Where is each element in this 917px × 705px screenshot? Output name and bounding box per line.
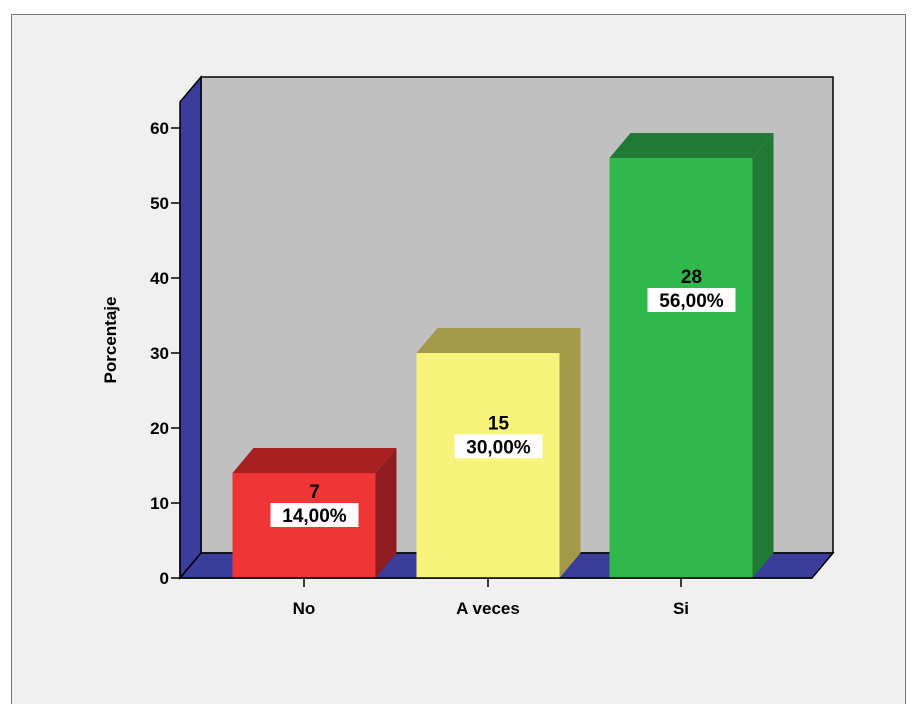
bar-side xyxy=(752,133,774,578)
bars: 7 14,00% 15 30,00% 28 56,00% xyxy=(232,133,774,578)
bar-side xyxy=(375,448,397,578)
data-label-count: 28 xyxy=(681,267,702,288)
data-label-count: 15 xyxy=(488,413,510,434)
bar-side xyxy=(559,328,581,578)
bar-top xyxy=(232,448,397,473)
bar-top xyxy=(416,328,581,353)
left-wall xyxy=(179,74,202,581)
y-axis-label: Porcentaje xyxy=(101,297,120,384)
data-label-percent: 56,00% xyxy=(659,291,724,312)
data-label-count: 7 xyxy=(309,482,320,503)
y-tick-label: 30 xyxy=(150,344,169,363)
y-tick-label: 50 xyxy=(150,194,169,213)
data-label-box xyxy=(270,503,359,527)
data-label-box xyxy=(647,288,736,312)
data-label-percent: 14,00% xyxy=(282,506,347,527)
bar xyxy=(609,158,753,578)
chart-frame: 0 10 20 30 40 50 60 7 14,00% 15 30,00% 28 56,00% No… xyxy=(11,14,906,704)
y-tick-label: 0 xyxy=(160,569,169,588)
x-axis: No A veces Si xyxy=(180,577,812,618)
x-tick-label: Si xyxy=(673,599,689,618)
y-tick-label: 60 xyxy=(150,119,169,138)
bar-top xyxy=(609,133,774,158)
bar xyxy=(416,353,560,578)
y-axis: 0 10 20 30 40 50 60 xyxy=(150,119,181,588)
bar-chart: 0 10 20 30 40 50 60 7 14,00% 15 30,00% 28 56,00% No… xyxy=(101,74,835,618)
y-tick-label: 40 xyxy=(150,269,169,288)
y-tick-label: 10 xyxy=(150,494,169,513)
x-tick-label: A veces xyxy=(456,599,520,618)
y-tick-label: 20 xyxy=(150,419,169,438)
x-tick-label: No xyxy=(293,599,316,618)
data-label-percent: 30,00% xyxy=(466,437,531,458)
data-label-box xyxy=(454,434,543,459)
